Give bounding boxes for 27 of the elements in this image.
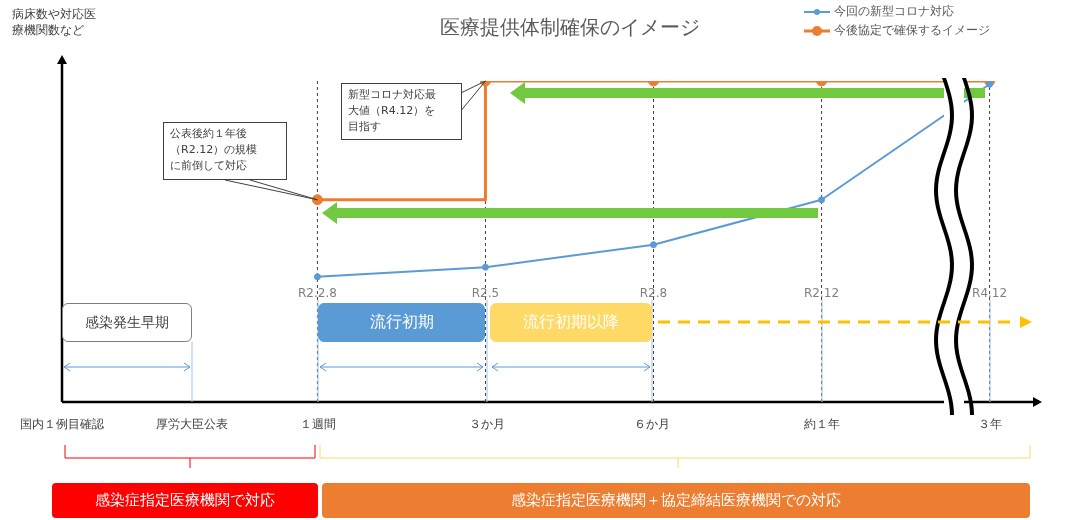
x-tick-label: R2.2.8	[297, 286, 337, 300]
legend-label: 今回の新型コロナ対応	[834, 3, 954, 20]
phase-box: 流行初期以降	[490, 303, 652, 342]
phase-box: 感染症指定医療機関＋協定締結医療機関での対応	[322, 483, 1030, 518]
text: １週間	[299, 416, 337, 433]
x-tick-label: R2.8	[639, 286, 668, 300]
text: 国内１例目確認	[19, 416, 105, 433]
text: ３年	[977, 416, 1003, 433]
point	[650, 241, 658, 249]
text: ６か月	[633, 416, 671, 433]
phase-box: 流行初期	[318, 303, 485, 342]
text: 厚労大臣公表	[155, 416, 229, 433]
text: 約１年	[803, 416, 841, 433]
phase-box: 感染発生早期	[62, 303, 192, 342]
phase-box: 感染症指定医療機関で対応	[52, 483, 318, 518]
x-tick-label: R2.5	[471, 286, 500, 300]
x-tick-label: R2.12	[804, 286, 840, 300]
point	[313, 273, 321, 281]
x-tick-label: R4.12	[972, 286, 1008, 300]
legend-label: 今後協定で確保するイメージ	[834, 22, 990, 39]
chart-title: 医療提供体制確保のイメージ	[439, 14, 701, 41]
point	[818, 196, 826, 204]
callout-box: 公表後約１年後（R2.12）の規模に前倒して対応	[163, 122, 287, 180]
text: ３か月	[468, 416, 506, 433]
point	[481, 263, 489, 271]
text: 病床数や対応医療機関数など	[12, 6, 97, 38]
callout-box: 新型コロナ対応最大値（R4.12）を目指す	[341, 83, 462, 140]
